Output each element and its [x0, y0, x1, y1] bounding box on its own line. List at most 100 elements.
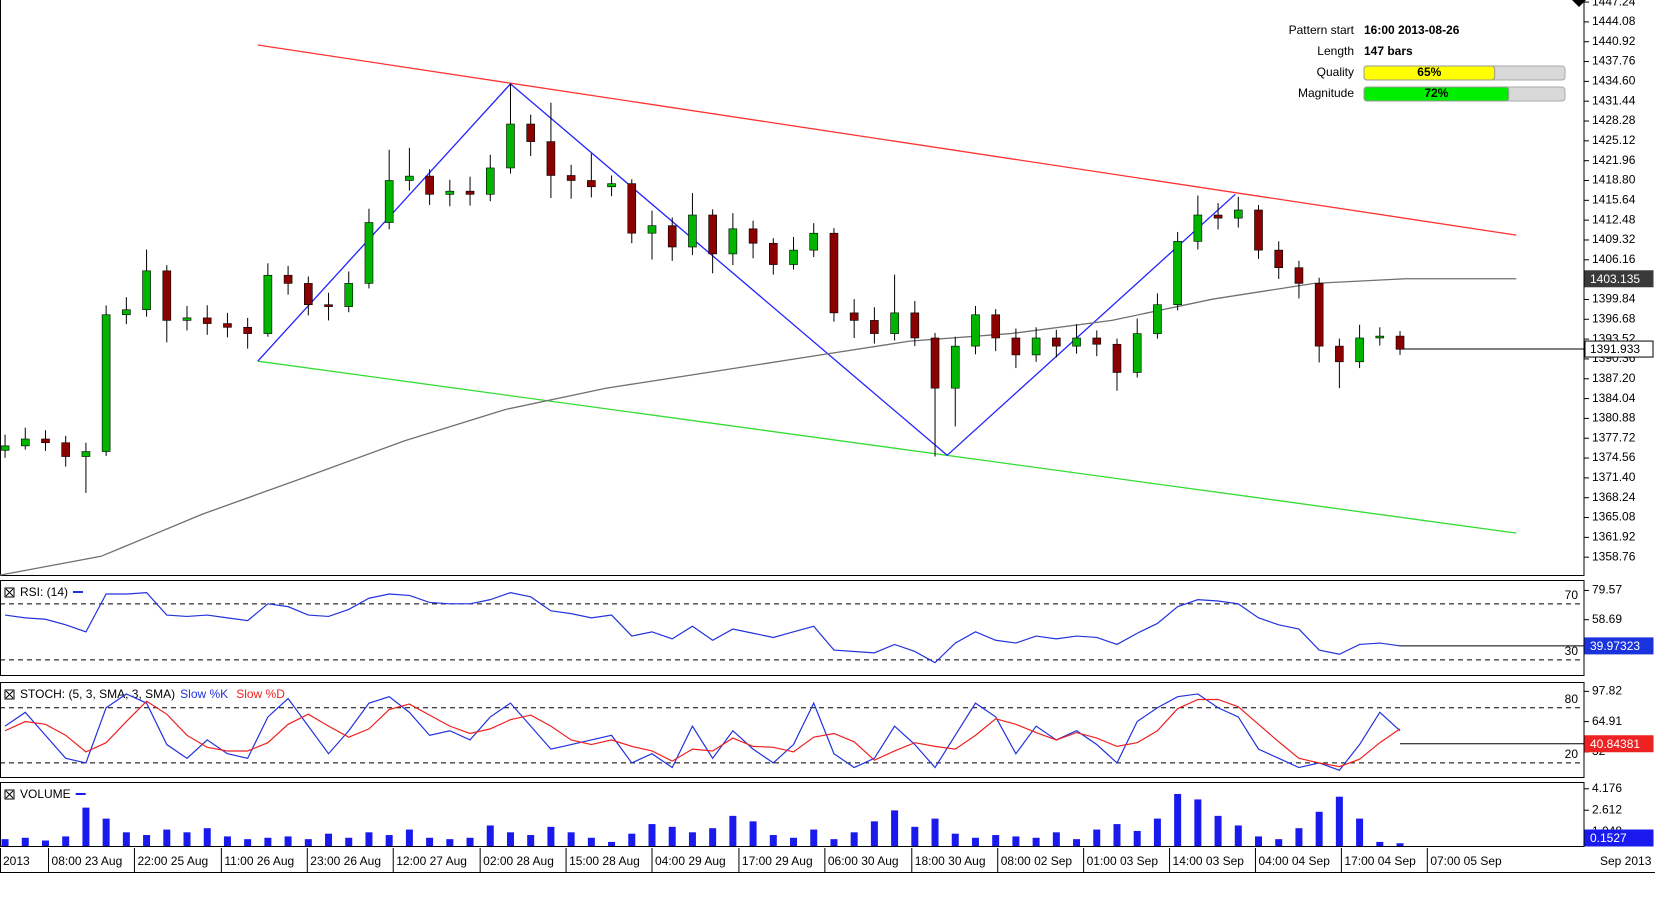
candle-body: [1153, 304, 1162, 334]
volume-bar: [244, 839, 252, 846]
y-tick-label: 1371.40: [1592, 470, 1636, 484]
y-tick-label: 1440.92: [1592, 34, 1636, 48]
y-tick-label: 58.69: [1592, 612, 1622, 626]
volume-bar: [1194, 799, 1202, 846]
candle-body: [1193, 214, 1203, 242]
volume-bar: [143, 835, 151, 846]
volume-bar: [183, 832, 191, 846]
y-tick-label: 64.91: [1592, 714, 1622, 728]
candle-body: [304, 283, 313, 306]
x-tick-label: 17:00 04 Sep: [1344, 854, 1416, 868]
y-tick-label: 1418.80: [1592, 173, 1636, 187]
candle-body: [1173, 241, 1182, 306]
volume-bar: [830, 839, 838, 846]
volume-bar: [1153, 818, 1161, 846]
volume-bar: [547, 826, 555, 846]
volume-bar: [304, 839, 312, 846]
x-period-label: 2013: [3, 854, 30, 868]
candle-body: [182, 317, 192, 321]
volume-bar: [163, 829, 171, 846]
x-tick-label: 23:00 26 Aug: [310, 854, 381, 868]
current-value-box: [1584, 637, 1654, 655]
y-tick-label: 1444.08: [1592, 14, 1636, 28]
current-value-box: [1584, 270, 1654, 288]
candle-body: [1052, 337, 1061, 347]
volume-bar: [1335, 796, 1343, 846]
candle-body: [405, 175, 414, 181]
y-tick-label: 1412.48: [1592, 212, 1636, 226]
volume-bar: [1032, 837, 1040, 846]
x-tick-label: 04:00 04 Sep: [1258, 854, 1330, 868]
x-tick-label: 17:00 29 Aug: [742, 854, 813, 868]
volume-bar: [426, 837, 434, 846]
candle-body: [0, 445, 10, 451]
volume-bar: [1376, 841, 1384, 846]
candle-body: [202, 317, 212, 324]
y-tick-label: 1365.08: [1592, 510, 1636, 524]
volume-bar: [1295, 828, 1303, 846]
y-tick-label: 1368.24: [1592, 490, 1636, 504]
candle-body: [283, 274, 293, 284]
volume-bar: [385, 835, 393, 846]
volume-bar: [729, 815, 737, 846]
candle-body: [465, 190, 475, 195]
panel-title: VOLUME: [20, 787, 71, 801]
current-value-box: [1584, 829, 1654, 847]
x-tick-label: 18:00 30 Aug: [915, 854, 986, 868]
volume-bar: [769, 835, 777, 846]
candle-body: [627, 183, 637, 234]
current-value-label: 1391.933: [1590, 342, 1640, 356]
candle-body: [1112, 343, 1122, 373]
volume-bar: [1133, 830, 1141, 846]
volume-bar: [405, 829, 413, 846]
candle-body: [930, 337, 940, 389]
x-tick-label: 11:00 26 Aug: [224, 854, 294, 868]
volume-bar: [709, 828, 717, 846]
candle-body: [1011, 337, 1021, 356]
volume-bar: [466, 837, 474, 846]
candle-body: [1314, 283, 1324, 347]
candle-body: [950, 345, 960, 389]
legend-label: Slow %D: [236, 687, 285, 701]
pattern-field-label: Length: [1317, 44, 1354, 58]
level-label: 70: [1565, 588, 1579, 602]
current-value-box: [1584, 340, 1654, 358]
volume-bar: [102, 818, 110, 846]
candle-body: [1031, 337, 1041, 356]
volume-bar: [62, 836, 70, 846]
candle-body: [708, 214, 717, 255]
candle-body: [768, 242, 778, 265]
pattern-bar: [1363, 86, 1510, 102]
volume-bar: [345, 837, 353, 846]
volume-panel-frame: [0, 782, 1585, 847]
level-label: 20: [1565, 747, 1579, 761]
candle-body: [506, 123, 515, 169]
legend-label: Slow %K: [180, 687, 228, 701]
current-value-label: 0.1527: [1590, 831, 1627, 845]
candle-body: [688, 214, 697, 248]
overlay-line: [257, 82, 1236, 457]
volume-bar: [506, 832, 514, 846]
volume-bar: [446, 839, 454, 846]
volume-bar: [971, 837, 979, 846]
y-tick-label: 1380.88: [1592, 411, 1636, 425]
candle-body: [364, 222, 374, 284]
candle-body: [101, 314, 111, 452]
volume-bar: [486, 825, 494, 846]
candle-body: [41, 438, 50, 444]
candle-body: [1274, 249, 1284, 269]
volume-bar: [21, 837, 29, 846]
volume-bar: [951, 833, 959, 846]
volume-bar: [891, 810, 899, 846]
volume-bar: [668, 826, 676, 846]
candle-body: [526, 123, 535, 142]
candle-body: [566, 175, 576, 181]
volume-bar: [1396, 843, 1404, 846]
candle-body: [647, 225, 657, 234]
candle-body: [344, 283, 354, 307]
current-value-label: 1403.135: [1590, 272, 1640, 286]
candle-body: [61, 442, 71, 457]
x-tick-label: 15:00 28 Aug: [569, 854, 640, 868]
